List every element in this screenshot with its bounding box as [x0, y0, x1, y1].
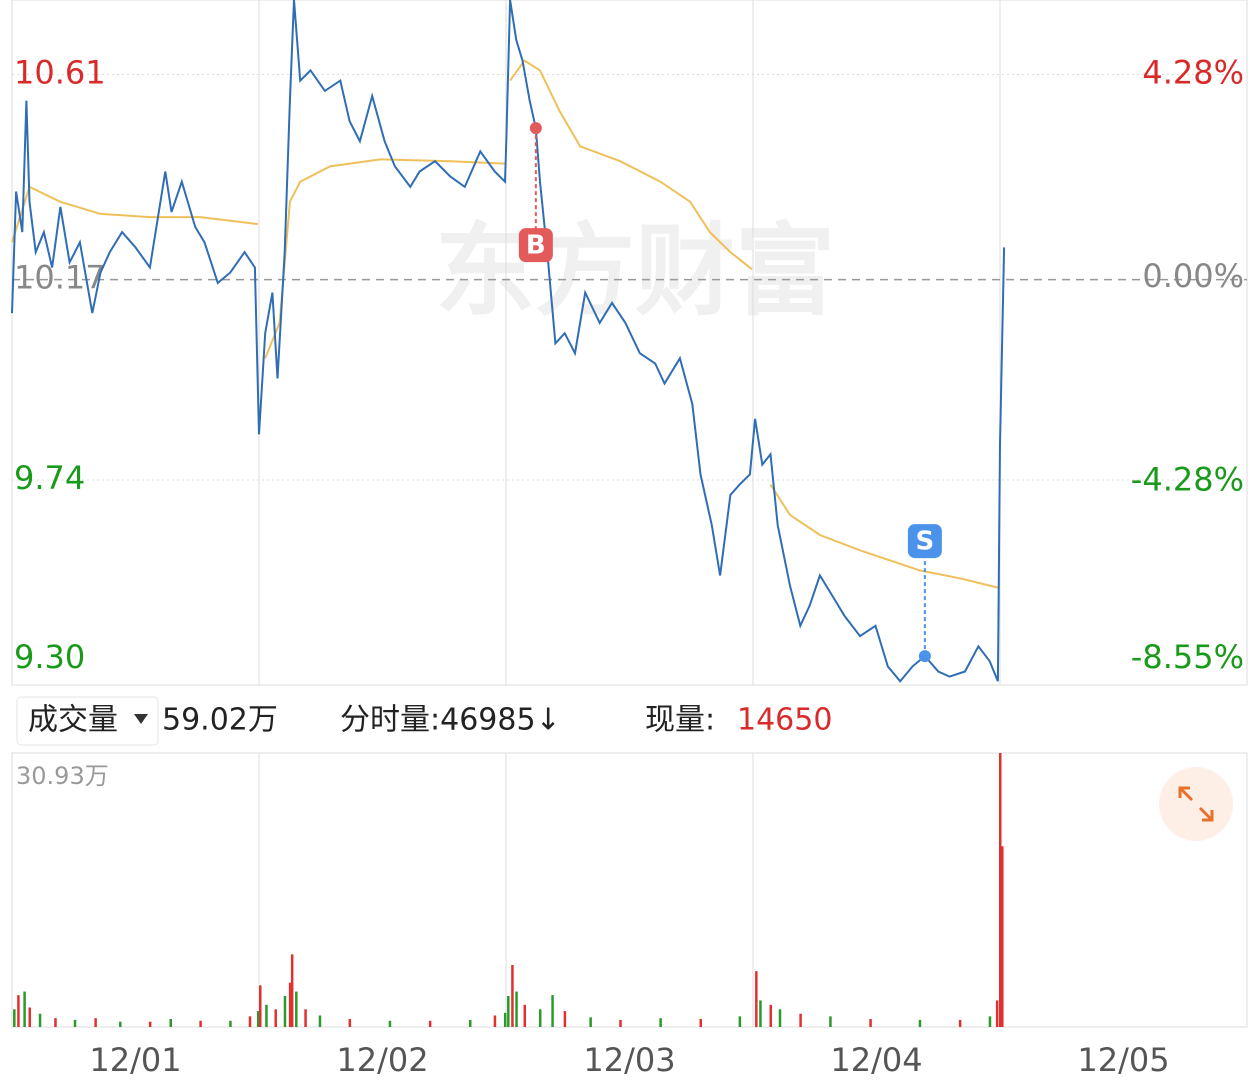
- volume-bar: [274, 1009, 277, 1027]
- marker-badge: [518, 228, 553, 263]
- dropdown-arrow: [134, 714, 148, 724]
- volume-bar: [563, 1011, 567, 1027]
- current-volume-label: 现量:: [645, 703, 715, 738]
- volume-bar: [468, 1019, 472, 1027]
- price-line: [11, 0, 1006, 683]
- volume-bar: [119, 1021, 122, 1027]
- y-tick-label: 10.17: [14, 259, 106, 297]
- volume-label: 成交量: [28, 703, 118, 738]
- volume-bar: [759, 1000, 762, 1027]
- y2-tick-label: 4.28%: [1142, 53, 1244, 91]
- volume-bar: [493, 1015, 497, 1027]
- volume-bar: [829, 1016, 832, 1027]
- volume-bar: [799, 1013, 802, 1027]
- y-tick-label: 9.74: [14, 459, 85, 497]
- volume-bar: [318, 1015, 322, 1027]
- volume-bar: [348, 1019, 352, 1027]
- volume-bar: [958, 1019, 962, 1027]
- volume-bar: [256, 1011, 260, 1027]
- volume-bar: [1001, 846, 1004, 1027]
- minute-volume: 分时量:46985↓: [340, 703, 561, 738]
- volume-bar: [23, 991, 26, 1027]
- y2-tick-label: -4.28%: [1131, 461, 1244, 499]
- current-volume: 14650: [737, 703, 832, 738]
- volume-bar: [248, 1016, 252, 1027]
- volume-bar: [54, 1018, 57, 1027]
- volume-bar: [769, 1004, 772, 1027]
- x-tick-label: 12/03: [583, 1041, 675, 1079]
- marker-badge: [907, 524, 942, 559]
- volume-bar: [523, 1004, 527, 1027]
- volume-panel: [11, 752, 1248, 1028]
- marker-point: [918, 650, 931, 663]
- volume-bar: [28, 1007, 31, 1027]
- volume-bar: [999, 753, 1002, 1027]
- volume-bar: [17, 995, 20, 1027]
- volume-bar: [428, 1020, 432, 1027]
- volume-bar: [304, 1009, 307, 1027]
- volume-selector[interactable]: [16, 696, 159, 746]
- x-tick-label: 12/05: [1077, 1041, 1169, 1079]
- volume-bar: [290, 954, 294, 1027]
- expand-icon: [1178, 786, 1214, 822]
- volume-bar: [295, 991, 298, 1027]
- volume-bar: [511, 964, 514, 1027]
- price-panel: [11, 0, 1248, 686]
- x-tick-label: 12/04: [830, 1041, 922, 1079]
- volume-bar: [13, 1009, 16, 1027]
- volume-bar: [778, 1009, 782, 1027]
- volume-bar: [515, 991, 518, 1027]
- volume-bar: [199, 1020, 202, 1027]
- volume-bar: [988, 1016, 992, 1027]
- volume-bar: [38, 1013, 42, 1027]
- volume-bar: [94, 1018, 97, 1027]
- volume-bar: [259, 985, 262, 1027]
- volume-bar: [995, 1000, 999, 1027]
- y-tick-label: 10.61: [14, 54, 106, 92]
- volume-bar: [659, 1018, 662, 1027]
- volume-bar: [619, 1019, 622, 1027]
- volume-bar: [755, 971, 758, 1027]
- volume-bar: [918, 1019, 922, 1027]
- volume-bar: [288, 982, 292, 1027]
- marker-label: B: [526, 231, 546, 261]
- y2-tick-label: 0.00%: [1142, 257, 1244, 295]
- volume-bar: [265, 1004, 268, 1027]
- watermark: 东方财富: [435, 212, 835, 329]
- marker-point: [529, 122, 542, 135]
- expand-button[interactable]: [1159, 767, 1233, 841]
- volume-tick-label: 30.93万: [16, 762, 109, 790]
- volume-bar: [589, 1017, 592, 1027]
- volume-bar: [169, 1019, 172, 1027]
- volume-bar: [538, 1009, 542, 1027]
- volume-bar: [229, 1020, 232, 1027]
- x-tick-label: 12/01: [89, 1041, 181, 1079]
- volume-bar: [388, 1020, 392, 1027]
- x-tick-label: 12/02: [336, 1041, 428, 1079]
- volume-bar: [283, 995, 287, 1027]
- y2-tick-label: -8.55%: [1131, 638, 1244, 676]
- volume-bar: [869, 1019, 872, 1027]
- volume-bar: [738, 1016, 742, 1027]
- total-volume: 59.02万: [162, 703, 278, 738]
- volume-bar: [551, 995, 554, 1027]
- y-tick-label: 9.30: [14, 638, 85, 676]
- volume-bar: [699, 1019, 703, 1027]
- marker-label: S: [916, 527, 935, 557]
- volume-bar: [148, 1021, 152, 1027]
- volume-bar: [507, 995, 510, 1027]
- volume-bar: [73, 1019, 77, 1027]
- volume-bar: [503, 1012, 507, 1027]
